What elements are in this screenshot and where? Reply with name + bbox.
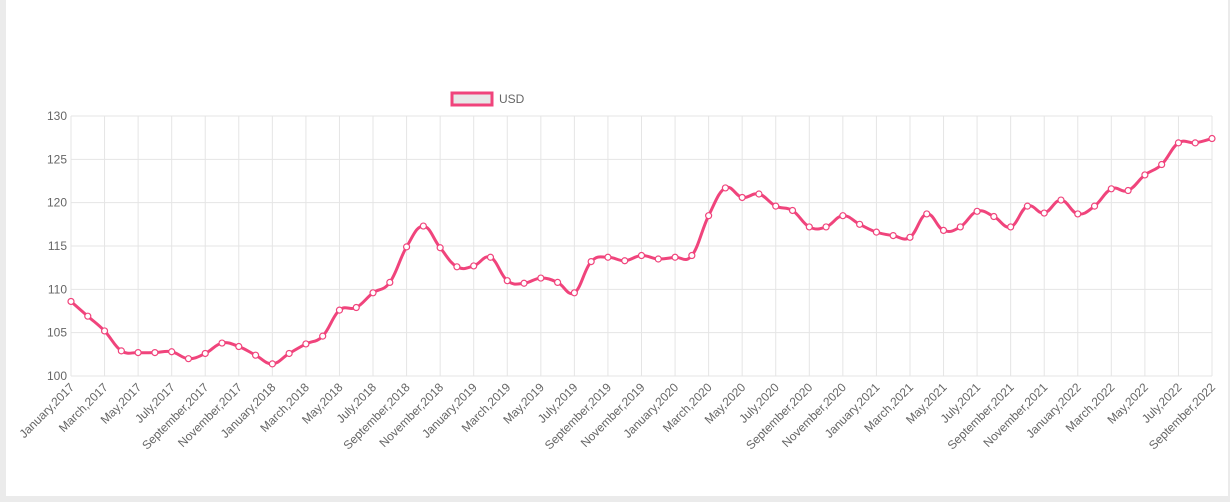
data-point[interactable] — [84, 312, 92, 320]
data-point[interactable] — [889, 232, 897, 240]
data-point[interactable] — [1023, 202, 1032, 210]
line-chart: 100 105 110 115 120 125 130 January,2017March,… — [16, 91, 1218, 452]
data-point[interactable] — [721, 184, 729, 192]
data-point[interactable] — [386, 278, 394, 286]
data-point[interactable] — [67, 297, 75, 306]
data-point[interactable] — [503, 277, 511, 285]
data-point[interactable] — [402, 243, 411, 251]
data-point[interactable] — [419, 222, 427, 230]
data-point[interactable] — [554, 278, 562, 286]
data-point[interactable] — [738, 193, 746, 202]
data-point[interactable] — [822, 223, 830, 231]
data-point[interactable] — [705, 212, 713, 220]
data-point[interactable] — [285, 349, 293, 358]
data-point[interactable] — [772, 202, 780, 210]
data-point[interactable] — [671, 253, 679, 261]
chart-card: 100 105 110 115 120 125 130 January,2017 March,… — [6, 0, 1228, 496]
data-point[interactable] — [1057, 196, 1065, 204]
data-point[interactable] — [755, 190, 763, 198]
data-point[interactable] — [319, 332, 327, 340]
legend-swatch-usd[interactable] — [450, 91, 494, 107]
y-tick-label: 105 — [47, 326, 67, 340]
data-point[interactable] — [906, 233, 914, 241]
data-point[interactable] — [621, 257, 629, 265]
data-point[interactable] — [117, 347, 125, 355]
data-point[interactable] — [570, 289, 578, 297]
data-point[interactable] — [436, 244, 444, 252]
data-point[interactable] — [1158, 160, 1166, 169]
series-layer — [67, 134, 1216, 368]
data-point[interactable] — [939, 226, 948, 234]
data-point[interactable] — [956, 223, 964, 231]
grid — [70, 115, 1213, 377]
data-point[interactable] — [369, 289, 377, 297]
data-point[interactable] — [184, 355, 193, 363]
y-tick-label: 125 — [47, 152, 67, 166]
y-tick-label: 115 — [48, 239, 67, 253]
data-point[interactable] — [587, 258, 595, 266]
data-point[interactable] — [201, 349, 209, 358]
data-point[interactable] — [654, 255, 662, 263]
data-point[interactable] — [302, 340, 310, 348]
y-tick-label: 130 — [47, 109, 67, 123]
data-point[interactable] — [453, 263, 461, 271]
data-point[interactable] — [839, 212, 847, 220]
y-tick-label: 100 — [47, 369, 67, 383]
data-point[interactable] — [251, 351, 260, 359]
data-point[interactable] — [1191, 139, 1199, 147]
data-point[interactable] — [520, 279, 528, 287]
data-point[interactable] — [218, 339, 226, 347]
data-point[interactable] — [1208, 134, 1216, 143]
data-point[interactable] — [1107, 185, 1115, 193]
data-point[interactable] — [923, 210, 931, 218]
data-point[interactable] — [168, 348, 176, 356]
data-point[interactable] — [1074, 210, 1082, 218]
data-point[interactable] — [788, 206, 797, 215]
data-point[interactable] — [1124, 186, 1132, 195]
data-point[interactable] — [805, 223, 813, 231]
data-point[interactable] — [537, 274, 545, 282]
y-tick-label: 120 — [47, 196, 67, 210]
y-tick-label: 110 — [48, 282, 67, 296]
data-point[interactable] — [973, 207, 981, 215]
data-point[interactable] — [486, 253, 495, 261]
data-point[interactable] — [1040, 209, 1048, 217]
x-axis: January,2017March,2017May,2017July,2017S… — [16, 380, 1218, 452]
data-point[interactable] — [151, 349, 159, 357]
data-point[interactable] — [100, 327, 109, 335]
data-point[interactable] — [268, 360, 276, 368]
data-point[interactable] — [1174, 139, 1183, 147]
data-point[interactable] — [470, 262, 478, 270]
data-point[interactable] — [1007, 223, 1015, 231]
data-point[interactable] — [134, 349, 142, 357]
data-point[interactable] — [856, 220, 864, 228]
legend[interactable]: USD — [450, 91, 525, 107]
y-axis: 100 105 110 115 120 125 130 — [47, 109, 67, 383]
data-point[interactable] — [872, 228, 881, 236]
data-point[interactable] — [990, 212, 998, 221]
data-point[interactable] — [637, 251, 646, 260]
legend-label-usd[interactable]: USD — [499, 92, 525, 106]
data-point[interactable] — [352, 303, 360, 312]
data-point[interactable] — [688, 251, 696, 260]
data-point[interactable] — [335, 306, 344, 314]
data-point[interactable] — [235, 342, 243, 351]
data-point[interactable] — [1090, 202, 1099, 210]
data-point[interactable] — [1141, 171, 1149, 179]
data-point[interactable] — [604, 253, 612, 261]
